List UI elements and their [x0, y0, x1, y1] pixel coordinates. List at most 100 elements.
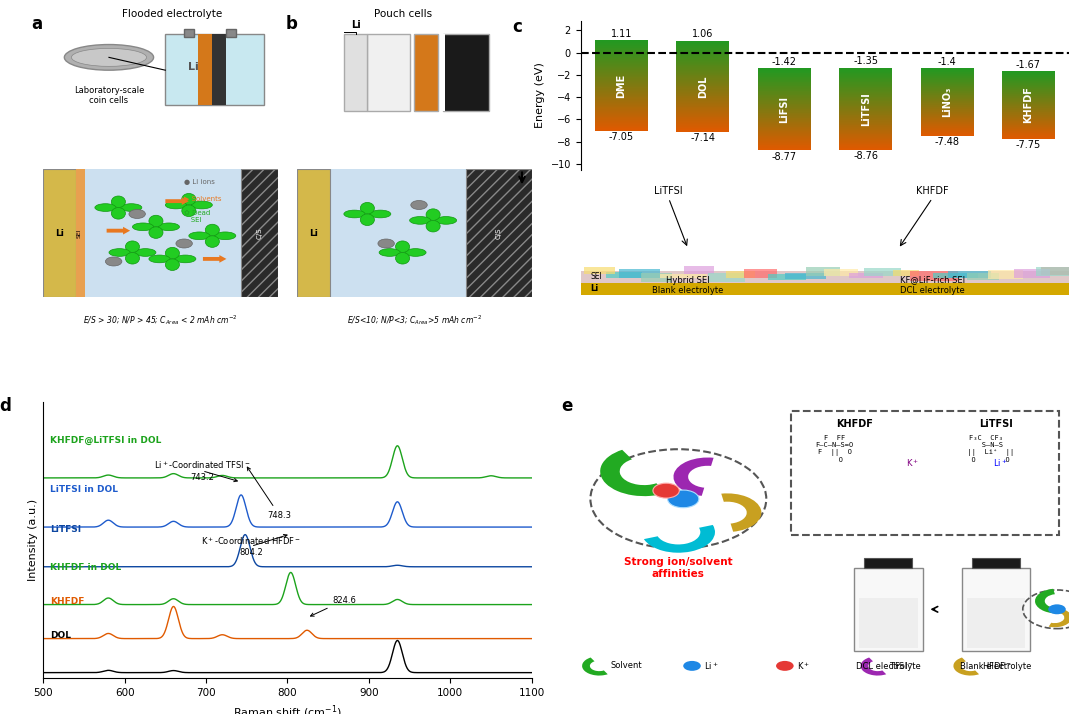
Bar	[758, 129, 811, 130]
Bar	[676, 46, 729, 47]
Bar	[676, 66, 729, 67]
Bar	[676, 112, 729, 113]
Bar	[595, 115, 648, 116]
Wedge shape	[582, 658, 608, 675]
Bar	[839, 135, 892, 136]
Bar	[676, 64, 729, 66]
Bar	[839, 144, 892, 145]
Bar	[595, 129, 648, 130]
Bar	[758, 132, 811, 133]
Bar	[758, 89, 811, 90]
Bar	[839, 68, 892, 69]
Circle shape	[129, 209, 146, 218]
Bar	[839, 92, 892, 94]
Bar	[967, 598, 1025, 648]
Bar	[676, 43, 729, 44]
Text: LiTFSI: LiTFSI	[861, 92, 870, 126]
Bar	[758, 87, 811, 88]
Bar	[758, 106, 811, 107]
Bar	[595, 43, 648, 44]
Ellipse shape	[191, 201, 213, 208]
Bar	[676, 49, 729, 50]
Bar	[768, 273, 807, 280]
Bar	[758, 120, 811, 121]
Bar	[676, 51, 729, 53]
Bar	[839, 110, 892, 111]
Bar	[595, 105, 648, 106]
FancyArrow shape	[107, 227, 130, 234]
Bar	[839, 147, 892, 148]
Bar	[676, 74, 729, 76]
Bar	[839, 112, 892, 113]
Bar	[758, 86, 811, 87]
Bar	[839, 138, 892, 139]
Text: d: d	[0, 397, 11, 415]
Ellipse shape	[65, 44, 153, 70]
Ellipse shape	[343, 210, 365, 218]
Bar	[676, 113, 729, 114]
Bar	[595, 62, 648, 63]
Bar	[595, 126, 648, 128]
Bar	[676, 89, 729, 90]
Bar	[839, 142, 892, 143]
Bar	[758, 133, 811, 134]
Bar	[595, 65, 648, 66]
Bar	[758, 88, 811, 89]
Text: -1.42: -1.42	[772, 57, 797, 67]
Bar	[76, 169, 85, 298]
Bar	[676, 91, 729, 92]
Circle shape	[176, 239, 192, 248]
Bar	[676, 93, 729, 94]
Bar	[758, 146, 811, 147]
Bar	[758, 107, 811, 108]
Bar	[839, 73, 892, 74]
Bar	[465, 169, 531, 298]
Bar	[758, 85, 811, 86]
Bar	[676, 114, 729, 115]
Ellipse shape	[149, 215, 163, 227]
Bar	[676, 95, 729, 96]
Bar	[839, 109, 892, 110]
Bar	[595, 64, 648, 65]
Text: LiNO₃: LiNO₃	[942, 87, 953, 117]
Bar	[967, 273, 999, 280]
Text: 1.06: 1.06	[692, 29, 714, 39]
Text: DOL: DOL	[50, 630, 70, 640]
Ellipse shape	[369, 210, 391, 218]
Bar	[595, 120, 648, 121]
Bar	[839, 107, 892, 108]
Bar	[660, 273, 707, 278]
Bar	[758, 119, 811, 120]
Text: Li: Li	[55, 228, 64, 238]
Bar	[758, 122, 811, 124]
Bar	[595, 66, 648, 68]
Bar	[839, 124, 892, 126]
Bar	[758, 141, 811, 142]
Bar	[676, 115, 729, 116]
Bar	[595, 79, 648, 80]
Text: Hybrid SEI
Blank electrolyte: Hybrid SEI Blank electrolyte	[652, 276, 724, 295]
Bar	[676, 44, 729, 46]
Text: e: e	[562, 397, 572, 415]
Text: a: a	[31, 15, 42, 33]
Circle shape	[410, 201, 428, 209]
Bar	[839, 120, 892, 121]
Bar	[839, 69, 892, 70]
Bar	[415, 34, 437, 111]
Bar	[676, 116, 729, 118]
Bar	[676, 122, 729, 123]
Text: Li: Li	[591, 284, 598, 293]
Bar	[595, 86, 648, 88]
Bar	[758, 110, 811, 111]
Text: C/S: C/S	[457, 20, 475, 30]
Ellipse shape	[165, 247, 179, 259]
Wedge shape	[644, 525, 715, 553]
Bar	[758, 82, 811, 83]
Bar	[726, 271, 755, 278]
Ellipse shape	[149, 255, 170, 263]
Bar	[676, 101, 729, 102]
Circle shape	[378, 239, 394, 248]
Text: LiTFSI in DOL: LiTFSI in DOL	[50, 486, 118, 494]
Bar	[165, 34, 264, 105]
Bar	[758, 84, 811, 85]
